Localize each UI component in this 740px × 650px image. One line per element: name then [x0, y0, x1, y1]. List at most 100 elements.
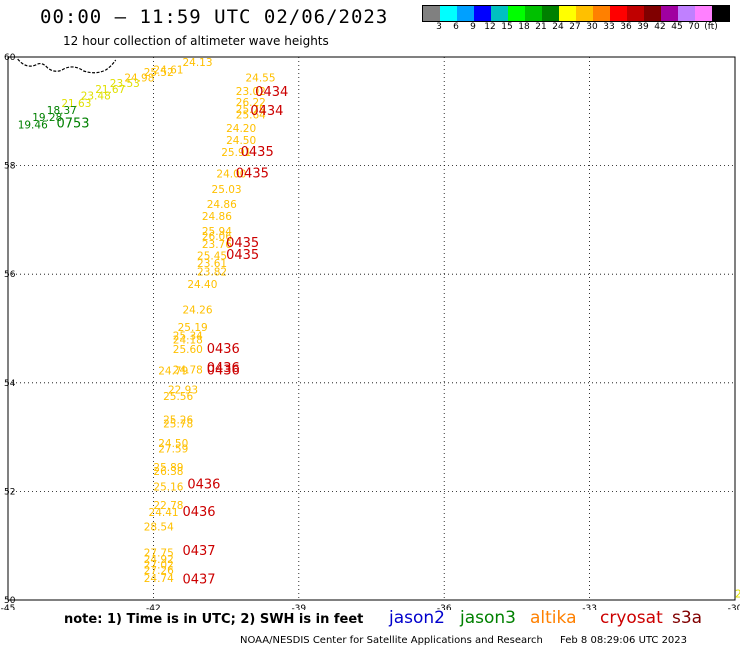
chart-title: 00:00 – 11:59 UTC 02/06/2023: [40, 6, 389, 28]
swh-value: 22.93: [168, 385, 198, 397]
coastline: [17, 58, 117, 74]
x-tick-label: -36: [437, 604, 452, 610]
pass-time-label: 0436: [207, 361, 240, 376]
legend-unit: (ft): [704, 22, 718, 32]
x-tick-label: -33: [582, 604, 597, 610]
satellite-label-jason3: jason3: [460, 608, 516, 628]
legend-swatch: [610, 6, 627, 21]
swh-value: 19.28: [32, 112, 62, 124]
swh-value: 21.63: [61, 98, 91, 110]
plot-frame: [7, 56, 736, 601]
legend-swatch: [525, 6, 542, 21]
legend-swatch: [491, 6, 508, 21]
legend-label: 6: [453, 22, 459, 32]
legend-label: 9: [470, 22, 476, 32]
swh-value: 24.13: [182, 57, 212, 69]
legend-label: 3: [436, 22, 442, 32]
y-tick-label: 60: [4, 53, 16, 63]
pass-time-label: 0437: [182, 544, 215, 559]
legend-swatch: [576, 6, 593, 21]
swh-value: 25.60: [173, 344, 203, 356]
legend-label: 18: [518, 22, 530, 32]
x-tick-label: -30: [728, 604, 740, 610]
swh-value: 24.00: [216, 169, 246, 181]
pass-time-label: 0435: [226, 236, 259, 251]
legend-swatch: [627, 6, 644, 21]
legend-label: 36: [620, 22, 632, 32]
swh-value: 23.82: [197, 266, 227, 278]
legend-label: 45: [671, 22, 683, 32]
swh-value: 26.06: [202, 231, 232, 243]
legend-swatch: [695, 6, 712, 21]
legend-label: 42: [654, 22, 666, 32]
legend-swatch: [559, 6, 576, 21]
swh-value: 25.64: [236, 109, 266, 121]
swh-value: 23.53: [110, 78, 140, 90]
generated-timestamp: Feb 8 08:29:06 UTC 2023: [560, 635, 688, 646]
swh-value: 24.20: [226, 123, 256, 135]
swh-value: 26.22: [236, 97, 266, 109]
swh-value: 25.52: [144, 67, 174, 79]
legend-swatch: [644, 6, 661, 21]
pass-time-label: 0436: [182, 505, 215, 520]
swh-value: 25.89: [153, 462, 183, 474]
pass-time-label: 0434: [250, 104, 283, 119]
swh-value: 24.78: [173, 365, 203, 377]
swh-value: 25.91: [221, 147, 251, 159]
swh-value: 18.37: [47, 105, 77, 117]
swh-value: 24.50: [226, 135, 256, 147]
pass-time-label: 0434: [255, 85, 288, 100]
swh-value: 25.19: [178, 322, 208, 334]
y-tick-label: 52: [4, 487, 15, 497]
swh-value: 23.76: [202, 239, 232, 251]
legend-swatch: [593, 6, 610, 21]
legend-label: 24: [552, 22, 564, 32]
swh-value: 24.41: [149, 507, 179, 519]
x-tick-label: -45: [1, 604, 16, 610]
chart-subtitle: 12 hour collection of altimeter wave hei…: [63, 34, 329, 48]
legend-swatch: [542, 6, 559, 21]
pass-time-label: 0435: [236, 167, 269, 182]
satellite-label-s3a: s3a: [672, 608, 703, 628]
swh-value: 25.03: [212, 184, 242, 196]
swh-value: 25.34: [173, 330, 203, 342]
pass-time-label: 0435: [241, 145, 274, 160]
legend-label: 39: [637, 22, 649, 32]
legend-swatch: [678, 6, 695, 21]
swh-value: 24.79: [158, 366, 188, 378]
swh-value: 25.16: [153, 481, 183, 493]
swh-value: 24.92: [144, 554, 174, 566]
satellite-label-altika: altika: [530, 608, 577, 628]
swh-value: 25.26: [163, 415, 193, 427]
swh-value: 24.98: [124, 72, 154, 84]
swh-value: 25.56: [163, 391, 193, 403]
swh-value: 25.78: [163, 418, 193, 430]
swh-value: 24.74: [144, 573, 174, 585]
y-tick-label: 54: [4, 379, 16, 389]
swh-value: 22.78: [153, 500, 183, 512]
legend-swatch: [712, 6, 729, 21]
legend-label: 12: [484, 22, 496, 32]
wave-height-map: -45 -42 -39 -36 -33 -30 50 52 54 56 58 60 24.6125.52…: [1, 53, 740, 610]
swh-value: 24.50: [158, 438, 188, 450]
footer-note: note: 1) Time is in UTC; 2) SWH is in fe…: [64, 612, 364, 627]
legend-label: 33: [603, 22, 615, 32]
swh-value: 24.86: [202, 211, 232, 223]
swh-value: 27.75: [144, 548, 174, 560]
y-tick-label: 56: [4, 270, 16, 280]
swh-value: 24.86: [207, 199, 237, 211]
swh-value: 25.79: [236, 104, 266, 116]
legend-swatch: [440, 6, 457, 21]
x-tick-label: -39: [291, 604, 306, 610]
legend-swatch: [457, 6, 474, 21]
legend-label: 70: [688, 22, 700, 32]
swh-value: 23.48: [81, 90, 111, 102]
swh-value: 26.38: [153, 466, 183, 478]
swh-value: 19.46: [18, 120, 48, 132]
swh-value: 27.02: [144, 560, 174, 572]
legend-label: 15: [501, 22, 513, 32]
swh-value: 24.61: [153, 64, 183, 76]
x-tick-label: -42: [146, 604, 161, 610]
swh-value: 27.26: [144, 565, 174, 577]
legend-swatch: [661, 6, 678, 21]
